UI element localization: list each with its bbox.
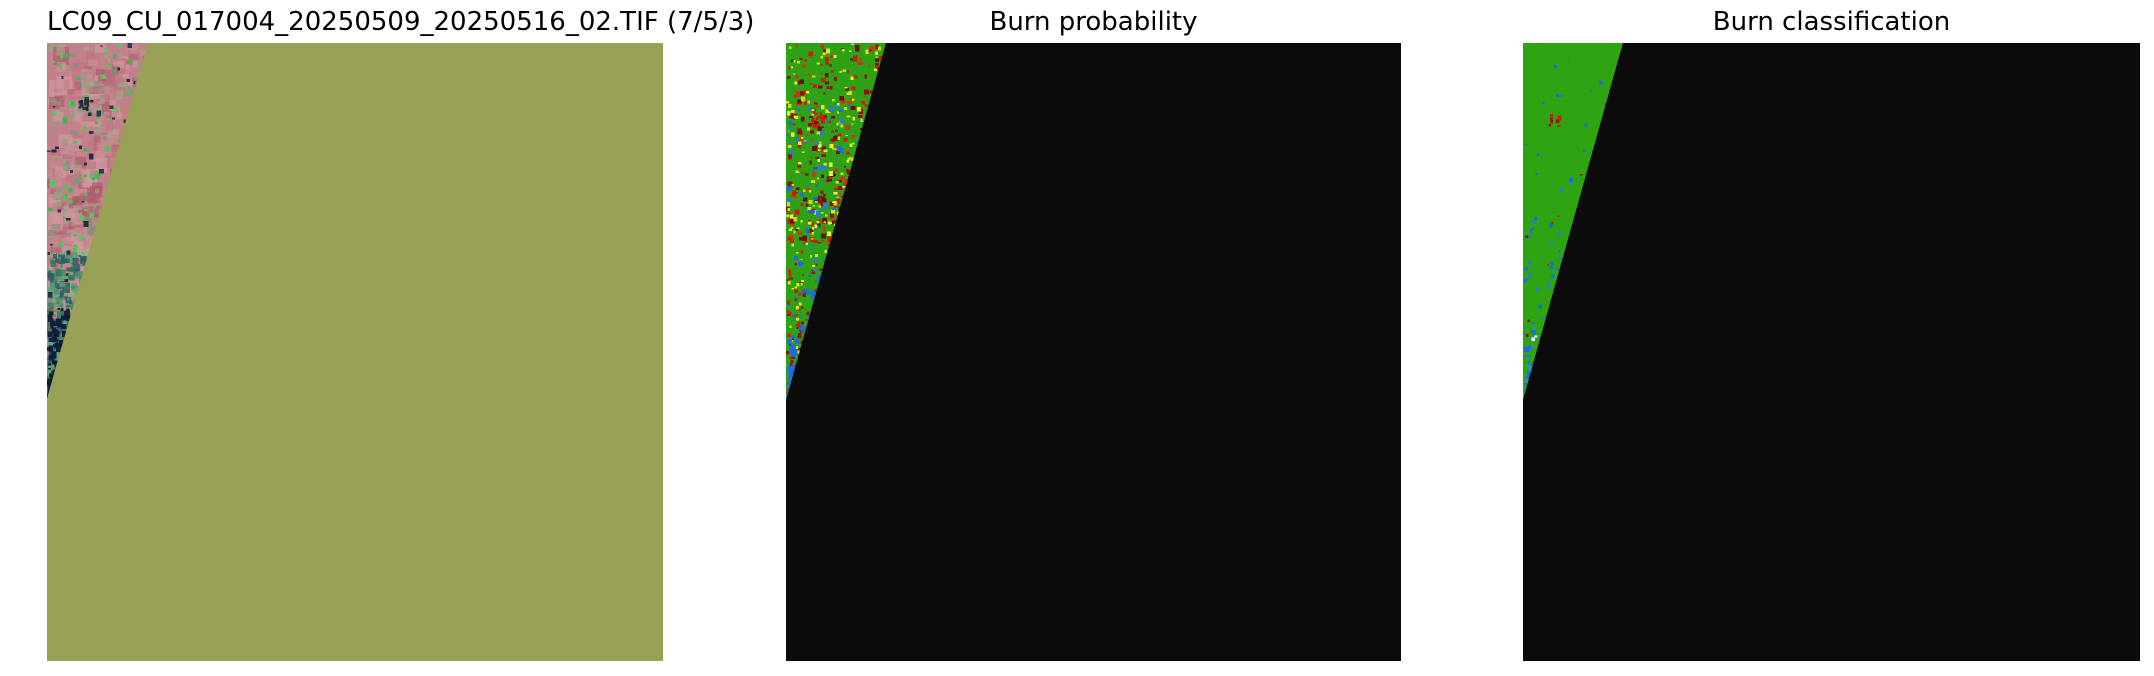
panel-title-rgb-composite: LC09_CU_017004_20250509_20250516_02.TIF …	[47, 7, 755, 37]
panel-image-rgb-composite	[47, 43, 663, 661]
panel-image-burn-classification	[1523, 43, 2140, 661]
panel-title-burn-probability: Burn probability	[989, 7, 1198, 37]
panel-title-burn-classification: Burn classification	[1712, 7, 1951, 37]
panel-image-burn-probability	[786, 43, 1401, 661]
